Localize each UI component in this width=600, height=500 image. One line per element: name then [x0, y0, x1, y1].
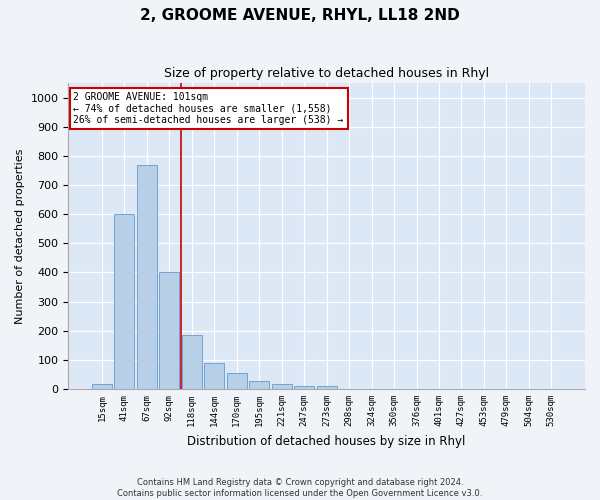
Y-axis label: Number of detached properties: Number of detached properties [15, 148, 25, 324]
Text: 2, GROOME AVENUE, RHYL, LL18 2ND: 2, GROOME AVENUE, RHYL, LL18 2ND [140, 8, 460, 22]
X-axis label: Distribution of detached houses by size in Rhyl: Distribution of detached houses by size … [187, 434, 466, 448]
Bar [227, 373, 247, 389]
Text: Contains HM Land Registry data © Crown copyright and database right 2024.
Contai: Contains HM Land Registry data © Crown c… [118, 478, 482, 498]
Bar [249, 381, 269, 389]
Bar [204, 363, 224, 389]
Bar [317, 386, 337, 389]
Bar [137, 164, 157, 389]
Bar [294, 386, 314, 389]
Bar [182, 335, 202, 389]
Bar [272, 384, 292, 389]
Bar [114, 214, 134, 389]
Text: 2 GROOME AVENUE: 101sqm
← 74% of detached houses are smaller (1,558)
26% of semi: 2 GROOME AVENUE: 101sqm ← 74% of detache… [73, 92, 344, 126]
Bar [92, 384, 112, 389]
Title: Size of property relative to detached houses in Rhyl: Size of property relative to detached ho… [164, 68, 489, 80]
Bar [159, 272, 179, 389]
